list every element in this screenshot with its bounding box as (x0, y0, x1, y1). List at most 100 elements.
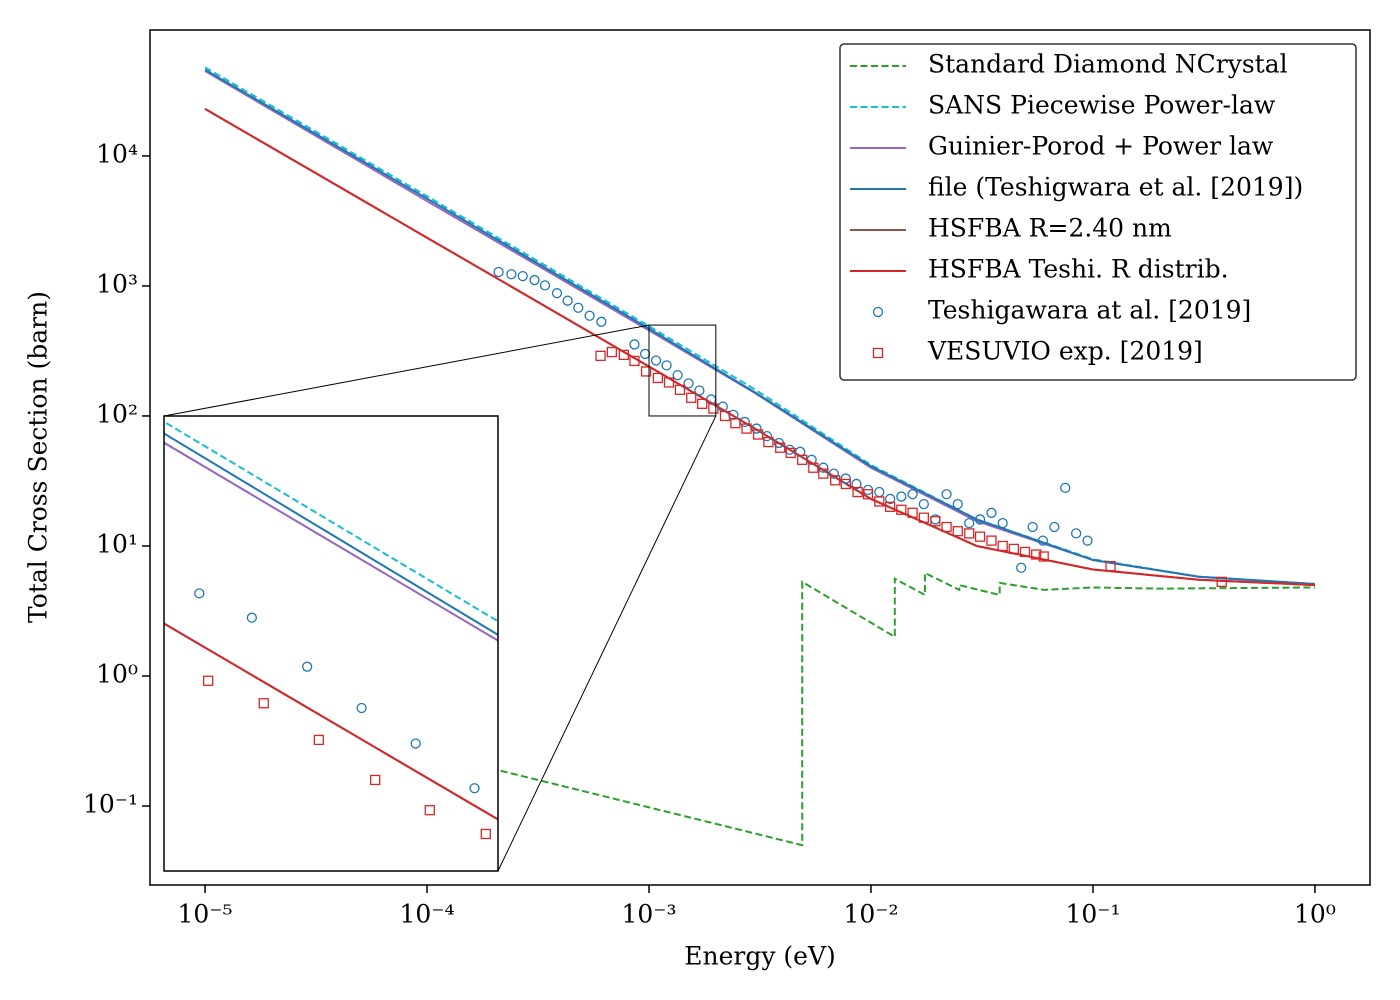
data-point (785, 447, 796, 459)
data-point (763, 436, 774, 448)
x-tick-label: 10⁰ (1294, 900, 1336, 929)
data-point (480, 828, 491, 840)
data-point (986, 507, 997, 518)
data-point (618, 349, 629, 361)
x-tick-label: 10⁻⁵ (178, 900, 233, 929)
ticks: 10⁻⁵ 10⁻⁴ 10⁻³ 10⁻² 10⁻¹ 10⁰ 10⁻¹ 10⁰ 10¹ 10² 10³ 1… (83, 139, 1336, 928)
x-tick-label: 10⁻¹ (1065, 900, 1120, 929)
legend-label: file (Teshigwara et al. [2019]) (928, 173, 1303, 202)
data-point (424, 805, 435, 816)
data-point (694, 385, 705, 396)
y-tick-label: 10⁻¹ (83, 790, 138, 819)
data-point (751, 423, 762, 434)
x-tick-label: 10⁻³ (621, 900, 676, 929)
x-tick-label: 10⁻² (843, 900, 898, 929)
data-point (1027, 521, 1038, 533)
data-point (410, 738, 421, 749)
data-point (529, 274, 540, 286)
inset-frame (163, 415, 499, 872)
data-point (840, 473, 851, 484)
legend-label: Guinier-Porod + Power law (928, 132, 1274, 161)
legend-label: SANS Piecewise Power-law (928, 91, 1276, 120)
data-point (896, 504, 907, 515)
data-point (851, 478, 862, 490)
data-point (652, 372, 663, 384)
data-point (1016, 562, 1027, 573)
data-point (997, 540, 1008, 552)
data-point (1105, 560, 1116, 572)
data-point (730, 418, 741, 429)
data-point (674, 384, 686, 395)
connector (497, 415, 717, 872)
legend-marker (872, 306, 884, 318)
data-point (828, 468, 839, 479)
data-point (1008, 543, 1019, 555)
data-point (573, 302, 584, 313)
data-point (918, 498, 929, 510)
data-point (356, 702, 367, 714)
data-point (930, 516, 941, 527)
data-point (907, 507, 918, 518)
data-point (697, 398, 708, 409)
y-tick-label: 10⁰ (96, 660, 138, 689)
zoom-box (648, 324, 717, 417)
data-point (986, 535, 997, 546)
data-point (830, 475, 841, 486)
data-point (708, 403, 719, 414)
data-point (874, 496, 885, 507)
y-tick-label: 10¹ (96, 529, 138, 558)
data-point (469, 783, 480, 794)
data-point (493, 266, 504, 278)
data-point (862, 489, 874, 500)
y-axis-label: Total Cross Section (barn) (24, 291, 53, 623)
data-point (1031, 549, 1042, 560)
legend-label: Teshigawara at al. [2019] (928, 296, 1251, 325)
data-point (672, 370, 683, 381)
data-point (1037, 535, 1049, 546)
data-point (797, 454, 808, 465)
data-point (551, 288, 563, 299)
data-point (539, 280, 551, 291)
data-point (974, 531, 986, 542)
data-point (952, 526, 963, 537)
data-point (818, 462, 829, 473)
connector (163, 324, 650, 417)
data-point (896, 491, 907, 502)
data-point (941, 521, 952, 533)
data-point (907, 489, 918, 500)
y-tick-label: 10² (96, 399, 138, 428)
data-point (506, 269, 517, 280)
data-point (629, 355, 640, 367)
data-point (775, 442, 786, 453)
data-point (584, 310, 595, 321)
legend: Standard Diamond NCrystal SANS Piecewise … (839, 43, 1357, 381)
data-point (258, 698, 269, 709)
data-point (840, 478, 851, 490)
data-point (194, 588, 205, 599)
data-point (606, 346, 617, 358)
data-point (629, 339, 640, 350)
data-point (686, 392, 697, 403)
legend-label: VESUVIO exp. [2019] (927, 337, 1203, 366)
series-line (204, 68, 1316, 586)
data-point (302, 661, 313, 672)
y-tick-label: 10⁴ (96, 139, 138, 168)
x-tick-label: 10⁻⁴ (400, 900, 455, 929)
data-point (941, 489, 952, 500)
series-line (204, 571, 1315, 847)
data-point (596, 316, 607, 327)
data-point (246, 612, 258, 623)
data-point (974, 514, 986, 525)
data-point (663, 377, 675, 388)
data-point (818, 468, 829, 479)
data-point (650, 355, 662, 366)
y-tick-label: 10³ (96, 269, 138, 298)
data-point (997, 517, 1008, 529)
inset-background (164, 416, 498, 871)
data-point (1038, 551, 1049, 562)
data-point (1071, 528, 1082, 539)
legend-label: Standard Diamond NCrystal (928, 50, 1288, 79)
data-point (1216, 576, 1227, 587)
